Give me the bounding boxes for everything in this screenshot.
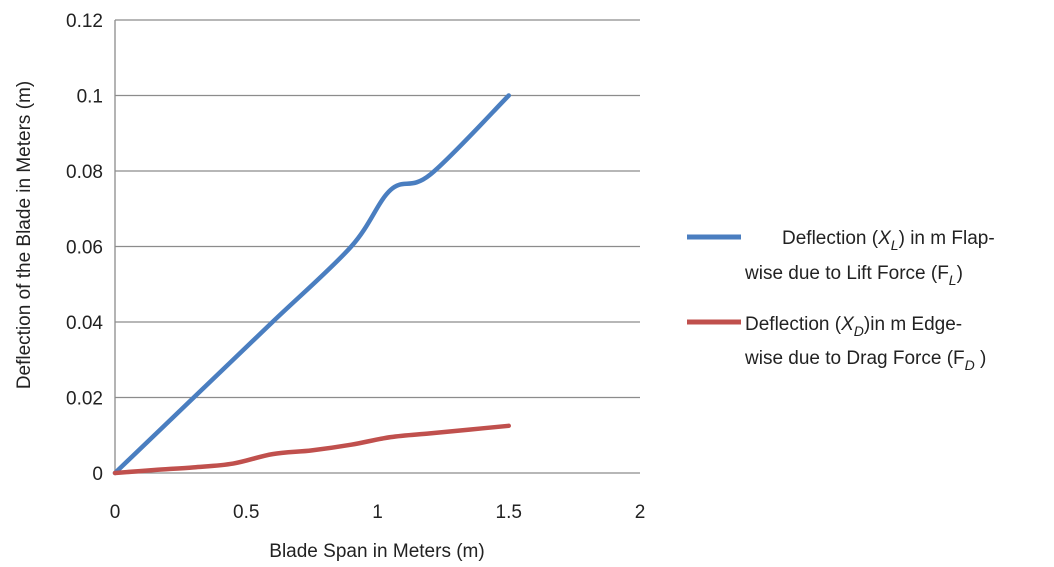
y-tick-label: 0.02: [66, 389, 103, 410]
series-line-drag: [112, 423, 511, 476]
legend-label-drag-line1: Deflection (XD)in m Edge-: [745, 314, 962, 339]
legend-label-lift-line2: wise due to Lift Force (FL): [744, 263, 963, 288]
x-tick-labels: 0 0.5 1 1.5 2: [110, 502, 646, 523]
legend-label-lift-line1: Deflection (XL) in m Flap-: [782, 228, 995, 253]
series-line-lift: [112, 93, 511, 476]
y-tick-label: 0.1: [77, 87, 103, 108]
x-axis-title: Blade Span in Meters (m): [269, 541, 484, 562]
legend-label-drag-line2: wise due to Drag Force (FD ): [744, 348, 986, 373]
gridlines: [115, 19, 640, 399]
y-tick-label: 0.08: [66, 162, 103, 183]
x-tick-label: 1.5: [496, 502, 522, 523]
y-tick-label: 0: [92, 464, 103, 485]
x-tick-label: 2: [635, 502, 646, 523]
x-tick-label: 0.5: [233, 502, 259, 523]
x-tick-label: 1: [372, 502, 383, 523]
y-tick-labels: 0 0.02 0.04 0.06 0.08 0.1 0.12: [66, 11, 103, 485]
x-tick-label: 0: [110, 502, 121, 523]
y-axis-title: Deflection of the Blade in Meters (m): [14, 81, 35, 389]
axes: [114, 20, 640, 474]
legend: Deflection (XL) in m Flap- wise due to L…: [687, 228, 995, 373]
y-tick-label: 0.12: [66, 11, 103, 32]
y-tick-label: 0.06: [66, 238, 103, 259]
series-lines: [112, 93, 511, 476]
y-tick-label: 0.04: [66, 313, 103, 334]
